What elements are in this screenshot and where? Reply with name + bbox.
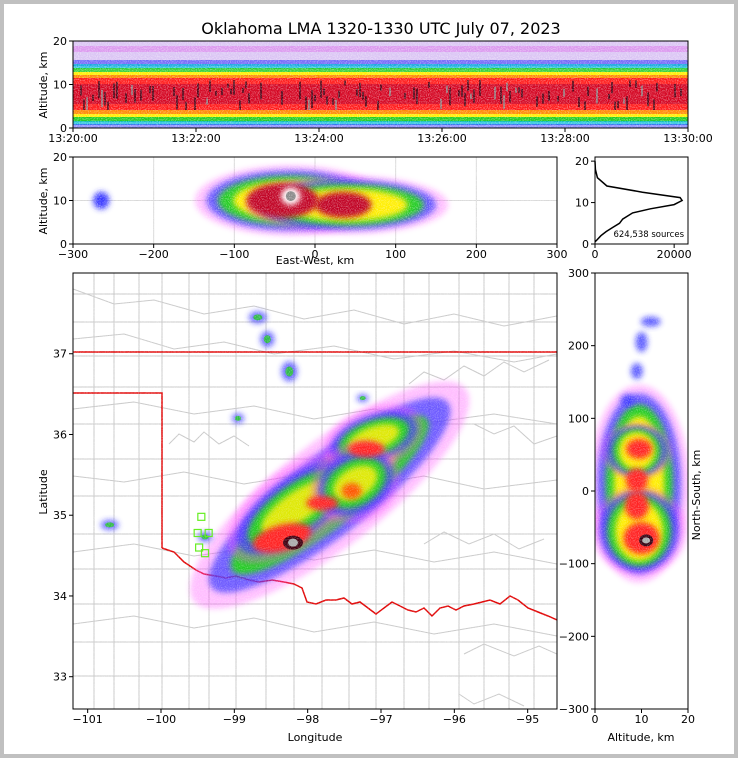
hist-frame	[594, 156, 689, 245]
x-tick-label: 100	[385, 248, 406, 261]
altitude-histogram-panel: 0 20000 0 10 20 624,538 sources	[575, 155, 692, 261]
x-tick-label: −98	[296, 713, 319, 726]
x-tick-label: −100	[146, 713, 176, 726]
ew-y-axis: 0 10 20	[53, 151, 73, 251]
y-tick-label: 0	[60, 238, 67, 251]
ns-y-axis: −300 −200 −100 0 100 200 300	[559, 267, 595, 716]
x-tick-label: 10	[635, 713, 649, 726]
x-tick-label: 13:22:00	[171, 132, 220, 145]
pv-ylabel: Latitude	[37, 469, 50, 515]
y-tick-label: 100	[568, 412, 589, 425]
lma-station-marker	[204, 528, 213, 538]
pv-xlabel: Longitude	[288, 731, 343, 744]
ew-density-blobs	[73, 157, 557, 244]
y-tick-label: 37	[53, 348, 67, 361]
lma-station-marker	[195, 543, 204, 552]
th-ylabel: Altitude, km	[37, 51, 50, 118]
ns-density-blobs	[595, 273, 688, 709]
hist-x-axis: 0 20000	[592, 244, 692, 261]
figure-canvas: Oklahoma LMA 1320-1330 UTC July 07, 2023…	[37, 19, 713, 744]
x-tick-label: −100	[219, 248, 249, 261]
ns-xlabel: Altitude, km	[607, 731, 674, 744]
pv-x-axis: −101 −100 −99 −98 −97 −96 −95	[73, 709, 539, 726]
x-tick-label: −300	[58, 248, 88, 261]
y-tick-label: 36	[53, 428, 67, 441]
x-tick-label: 20000	[657, 248, 692, 261]
x-tick-label: 13:28:00	[540, 132, 589, 145]
x-tick-label: 13:24:00	[294, 132, 343, 145]
x-tick-label: 0	[592, 713, 599, 726]
ns-x-axis: 0 10 20	[592, 709, 695, 726]
x-tick-label: −200	[139, 248, 169, 261]
x-tick-label: −96	[443, 713, 466, 726]
lma-stations	[193, 512, 213, 558]
y-tick-label: 20	[575, 155, 589, 168]
pv-y-axis: 33 34 35 36 37	[53, 348, 73, 684]
chart-title: Oklahoma LMA 1320-1330 UTC July 07, 2023	[201, 19, 560, 38]
x-tick-label: 13:30:00	[663, 132, 712, 145]
x-tick-label: 13:20:00	[48, 132, 97, 145]
x-tick-label: −95	[516, 713, 539, 726]
y-tick-label: 33	[53, 671, 67, 684]
th-x-axis: 13:20:00 13:22:00 13:24:00 13:26:00 13:28:00…	[48, 128, 713, 145]
x-tick-label: 300	[547, 248, 568, 261]
source-count-annotation: 624,538 sources	[613, 230, 684, 240]
y-tick-label: 0	[582, 485, 589, 498]
x-tick-label: −101	[73, 713, 103, 726]
y-tick-label: 10	[575, 197, 589, 210]
y-tick-label: 10	[53, 79, 67, 92]
lma-station-marker	[197, 512, 206, 521]
ew-x-axis: −300 −200 −100 0 100 200 300	[58, 244, 568, 261]
lma-station-marker	[193, 528, 202, 538]
y-tick-label: 0	[60, 122, 67, 135]
y-tick-label: −300	[559, 703, 589, 716]
pv-frame	[72, 272, 558, 710]
x-tick-label: 0	[592, 248, 599, 261]
th-y-axis: 0 10 20	[53, 35, 73, 135]
time-height-plot-area	[73, 41, 688, 128]
y-tick-label: 20	[53, 151, 67, 164]
x-tick-label: 200	[466, 248, 487, 261]
y-tick-label: 34	[53, 590, 67, 603]
y-tick-label: 10	[53, 195, 67, 208]
figure: Oklahoma LMA 1320-1330 UTC July 07, 2023…	[4, 4, 734, 754]
y-tick-label: −100	[559, 558, 589, 571]
x-tick-label: 20	[681, 713, 695, 726]
ns-ylabel: North-South, km	[690, 450, 703, 541]
x-tick-label: −97	[369, 713, 392, 726]
y-tick-label: 200	[568, 340, 589, 353]
east-west-panel: −300 −200 −100 0 100 200 300 0 10 20 East-West, …	[37, 151, 568, 267]
ew-xlabel: East-West, km	[276, 254, 354, 267]
x-tick-label: 0	[312, 248, 319, 261]
y-tick-label: 35	[53, 509, 67, 522]
x-tick-label: 13:26:00	[417, 132, 466, 145]
y-tick-label: 300	[568, 267, 589, 280]
y-tick-label: −200	[559, 630, 589, 643]
x-tick-label: −99	[223, 713, 246, 726]
altitude-histogram-line	[594, 161, 684, 243]
hist-y-axis: 0 10 20	[575, 155, 595, 251]
y-tick-label: 0	[582, 238, 589, 251]
plan-view-lightning-density	[73, 273, 557, 709]
y-tick-label: 20	[53, 35, 67, 48]
plan-view-panel: −101 −100 −99 −98 −97 −96 −95 33 34 35 36 37 Longi…	[37, 272, 558, 744]
lma-station-marker	[200, 549, 210, 558]
north-south-panel: 0 10 20 −300 −200 −100 0 100 200 300 Altitude, k…	[559, 267, 703, 744]
ew-ylabel: Altitude, km	[37, 167, 50, 234]
